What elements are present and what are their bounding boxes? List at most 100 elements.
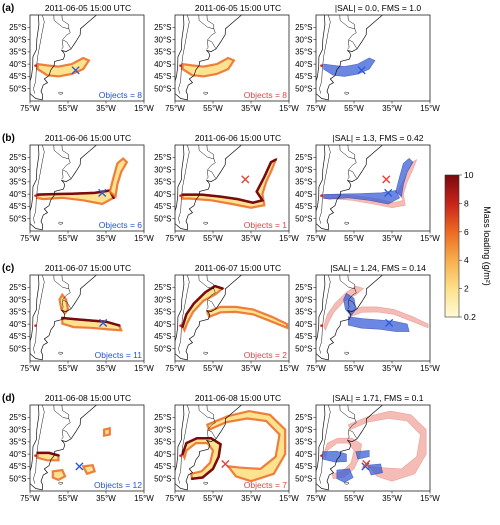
country-border xyxy=(198,275,216,310)
lon-tick-label: 55°W xyxy=(58,234,78,243)
country-border xyxy=(319,275,331,354)
country-border xyxy=(61,275,70,289)
lon-tick-label: 35°W xyxy=(241,364,261,373)
panel-frame xyxy=(29,144,145,232)
objects-count-label: Objects = 12 xyxy=(94,480,142,490)
lon-tick-label: 15°W xyxy=(279,104,299,113)
map-panel: 75°W 55°W 35°W 15°W 25°S 30°S 35°S 40°S 45°S 50°S… xyxy=(9,404,154,503)
country-border xyxy=(62,169,72,179)
model-object-contour xyxy=(323,285,365,332)
colorbar-ticks xyxy=(459,174,462,318)
lon-tick-label: 15°W xyxy=(279,364,299,373)
lon-tick-label: 55°W xyxy=(344,364,364,373)
country-border xyxy=(206,405,215,419)
observed-centroid-marker xyxy=(98,188,107,198)
lat-tick-label: 25°S xyxy=(295,153,312,162)
panel-title: |SAL| = 1.71, FMS = 0.1 xyxy=(333,393,424,403)
lon-tick-label: 55°W xyxy=(203,364,223,373)
lat-tick-label: 35°S xyxy=(295,438,312,447)
observed-object-contour xyxy=(395,158,414,198)
lat-tick-label: 45°S xyxy=(9,462,26,471)
objects-count-label: Objects = 2 xyxy=(244,350,288,360)
country-border xyxy=(206,15,215,29)
map-layer xyxy=(316,405,427,491)
colorbar: 10 8 6 4 2 0.2 Mass loading (g/m²) xyxy=(444,170,492,322)
map-layer xyxy=(316,15,383,101)
lon-tick-label: 15°W xyxy=(420,364,440,373)
lat-tick-label: 45°S xyxy=(9,202,26,211)
lat-tick-label: 30°S xyxy=(295,165,312,174)
lon-tick-label: 55°W xyxy=(203,104,223,113)
country-border xyxy=(339,15,357,50)
lat-tick-label: 40°S xyxy=(154,60,171,69)
panel-background xyxy=(30,145,144,231)
observed-centroid-marker xyxy=(71,66,80,75)
country-border xyxy=(53,405,71,440)
lat-tick-label: 35°S xyxy=(154,308,171,317)
volcano-marker xyxy=(179,324,182,327)
lon-tick-label: 55°W xyxy=(344,494,364,503)
lon-tick-label: 15°W xyxy=(134,234,154,243)
map-panel: 75°W 55°W 35°W 15°W 25°S 30°S 35°S 40°S 45°S 50°S… xyxy=(9,274,154,373)
map-panel: 75°W 55°W 35°W 15°W 25°S 30°S 35°S 40°S 45°S 50°S xyxy=(295,14,440,113)
panel-title: 2011-06-07 15:00 UTC xyxy=(195,263,281,273)
country-border xyxy=(178,145,190,224)
country-border xyxy=(61,405,70,419)
observed-object-contour xyxy=(355,450,370,460)
lat-tick-label: 30°S xyxy=(295,425,312,434)
colorbar-tick-label: 6 xyxy=(464,227,469,237)
row-label-a: (a) xyxy=(2,3,14,14)
country-border xyxy=(206,275,215,289)
plume-core xyxy=(51,468,67,482)
volcano-marker xyxy=(34,64,37,67)
observed-object-contour xyxy=(343,292,357,317)
lon-tick-label: 55°W xyxy=(58,104,78,113)
panel-frame xyxy=(29,274,145,362)
panel-title: 2011-06-06 15:00 UTC xyxy=(195,133,281,143)
plume-core xyxy=(58,292,70,315)
lon-tick-label: 55°W xyxy=(203,234,223,243)
country-border xyxy=(33,275,45,354)
map-layer xyxy=(30,405,111,491)
panel-background xyxy=(316,145,430,231)
country-border xyxy=(178,15,190,94)
lon-tick-label: 35°W xyxy=(241,104,261,113)
country-border xyxy=(347,405,356,419)
lon-tick-label: 15°W xyxy=(420,234,440,243)
panel-frame xyxy=(174,144,290,232)
observed-centroid-marker xyxy=(361,462,370,471)
lat-tick-label: 40°S xyxy=(295,60,312,69)
lat-tick-label: 40°S xyxy=(154,450,171,459)
lat-tick-label: 45°S xyxy=(295,202,312,211)
row-label-c: (c) xyxy=(2,263,14,274)
lat-tick-label: 35°S xyxy=(154,178,171,187)
panel-frame xyxy=(29,404,145,492)
falkland-islands xyxy=(58,481,64,485)
map-panel: 75°W 55°W 35°W 15°W 25°S 30°S 35°S 40°S 45°S 50°S… xyxy=(154,274,299,373)
falkland-islands xyxy=(344,91,350,95)
model-centroid-marker xyxy=(362,459,371,469)
country-border xyxy=(347,275,356,289)
row-label-d: (d) xyxy=(2,393,15,404)
lat-tick-label: 40°S xyxy=(9,320,26,329)
lon-tick-label: 55°W xyxy=(344,104,364,113)
falkland-islands xyxy=(203,91,209,95)
lon-tick-label: 75°W xyxy=(306,234,326,243)
plume-core xyxy=(181,56,236,78)
lat-tick-label: 30°S xyxy=(295,295,312,304)
map-layer xyxy=(30,275,123,361)
model-centroid-marker xyxy=(241,175,250,184)
coastline xyxy=(175,405,242,491)
country-border xyxy=(339,145,357,180)
lon-tick-label: 75°W xyxy=(165,104,185,113)
country-border xyxy=(61,145,70,159)
panel-frame xyxy=(315,404,431,492)
country-border xyxy=(347,145,356,159)
lat-tick-label: 45°S xyxy=(295,332,312,341)
objects-count-label: Objects = 8 xyxy=(244,90,288,100)
panel-frame xyxy=(315,144,431,232)
country-border xyxy=(348,169,358,179)
lon-tick-label: 35°W xyxy=(96,494,116,503)
country-border xyxy=(207,299,217,309)
